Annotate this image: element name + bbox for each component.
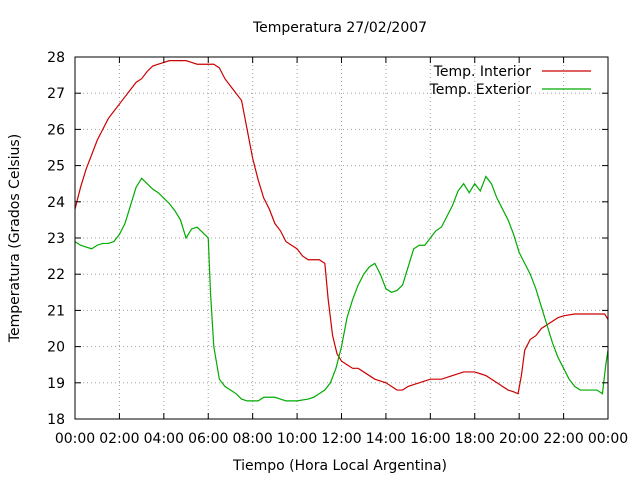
series-line-interior <box>74 60 609 395</box>
axes: 00:00 02:00 04:00 06:00 08:00 10:00 12:00 14:00… <box>47 50 628 447</box>
y-tick-label: 26 <box>47 122 65 138</box>
x-tick-label: 06:00 <box>188 431 228 447</box>
x-tick-label: 20:00 <box>499 431 539 447</box>
legend-label: Temp. Exterior <box>429 82 532 98</box>
y-tick-label: 24 <box>47 195 65 211</box>
y-tick-label: 28 <box>47 50 65 66</box>
plot-border <box>74 56 609 420</box>
y-tick-label: 18 <box>47 412 65 428</box>
y-tick-label: 21 <box>47 303 65 319</box>
series-line-exterior <box>74 175 609 402</box>
x-tick-label: 18:00 <box>455 431 495 447</box>
y-tick-label: 25 <box>47 159 65 175</box>
x-tick-label: 10:00 <box>277 431 317 447</box>
x-tick-label: 22:00 <box>543 431 583 447</box>
series-layer <box>74 60 609 402</box>
x-tick-label: 16:00 <box>410 431 450 447</box>
x-tick-label: 12:00 <box>321 431 361 447</box>
chart-title: Temperatura 27/02/2007 <box>252 20 427 36</box>
x-tick-label: 02:00 <box>99 431 139 447</box>
x-tick-label: 00:00 <box>588 431 628 447</box>
legend: Temp. Interior Temp. Exterior <box>429 64 591 98</box>
x-tick-label: 00:00 <box>55 431 95 447</box>
y-tick-label: 23 <box>47 231 65 247</box>
y-tick-label: 19 <box>47 376 65 392</box>
y-tick-label: 20 <box>47 340 65 356</box>
x-tick-label: 14:00 <box>366 431 406 447</box>
x-tick-label: 04:00 <box>144 431 184 447</box>
x-tick-label: 08:00 <box>232 431 272 447</box>
grid <box>75 57 608 419</box>
y-tick-label: 22 <box>47 267 65 283</box>
y-axis-label: Temperatura (Grados Celsius) <box>7 134 23 343</box>
y-tick-label: 27 <box>47 86 65 102</box>
legend-label: Temp. Interior <box>433 64 532 80</box>
x-axis-label: Tiempo (Hora Local Argentina) <box>232 458 447 474</box>
